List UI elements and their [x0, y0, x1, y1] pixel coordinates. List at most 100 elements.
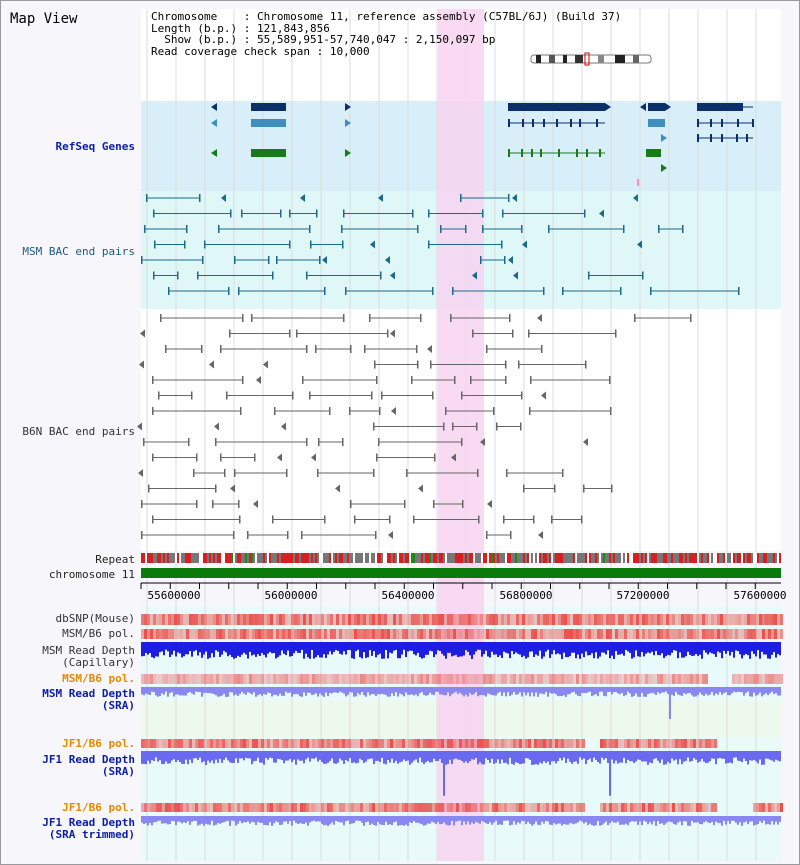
depth-bar: [659, 642, 661, 656]
bac-end-mark: [450, 314, 452, 322]
depth-bar: [725, 687, 727, 693]
heat-cell: [780, 803, 783, 812]
repeat-segment: [155, 553, 157, 563]
track-label-jf1-b6-pol-1[interactable]: JF1/B6 pol.: [62, 737, 135, 750]
depth-bar: [317, 687, 319, 697]
depth-bar: [717, 642, 719, 652]
repeat-segment: [311, 553, 313, 563]
repeat-segment: [669, 553, 671, 563]
depth-bar: [175, 751, 177, 763]
depth-bar: [337, 816, 339, 822]
heat-cell: [459, 629, 462, 639]
depth-bar: [579, 816, 581, 821]
heat-cell: [285, 614, 288, 625]
depth-bar: [309, 816, 311, 823]
depth-bar: [279, 751, 281, 760]
track-label-refseq[interactable]: RefSeq Genes: [55, 140, 135, 153]
track-label-jf1-depth-sra[interactable]: JF1 Read Depth: [42, 753, 135, 766]
depth-bar: [487, 816, 489, 825]
heat-cell: [657, 739, 660, 748]
track-label-b6n-bac[interactable]: B6N BAC end pairs: [22, 425, 135, 438]
depth-bar: [543, 816, 545, 824]
heat-cell: [411, 674, 414, 684]
depth-bar: [313, 751, 315, 759]
heat-cell: [645, 803, 648, 812]
heat-cell: [612, 674, 615, 684]
repeat-segment: [733, 553, 735, 563]
track-label-msm-depth-cap[interactable]: MSM Read Depth: [42, 644, 135, 657]
bac-end-mark: [276, 256, 278, 264]
heat-cell: [711, 614, 714, 625]
depth-bar: [609, 816, 611, 824]
bac-end-mark: [379, 407, 381, 415]
bac-end-mark: [272, 515, 274, 524]
heat-cell: [702, 674, 705, 684]
repeat-segment: [405, 553, 407, 563]
depth-bar: [721, 642, 723, 659]
heat-cell: [639, 614, 642, 625]
repeat-segment: [369, 553, 371, 563]
repeat-segment: [681, 553, 683, 563]
heat-cell: [465, 614, 468, 625]
heat-cell: [555, 674, 558, 684]
depth-bar: [397, 642, 399, 659]
depth-bar: [327, 642, 329, 655]
repeat-segment: [187, 553, 189, 563]
heat-cell: [177, 629, 180, 639]
track-label-jf1-b6-pol-2[interactable]: JF1/B6 pol.: [62, 801, 135, 814]
depth-bar: [529, 642, 531, 652]
bac-end-arrow: [300, 194, 305, 202]
bac-end-mark: [478, 515, 480, 524]
depth-bar: [499, 751, 501, 764]
bac-end-mark: [420, 314, 422, 322]
heat-cell: [711, 803, 714, 812]
depth-bar: [223, 751, 225, 760]
depth-bar: [509, 751, 511, 758]
repeat-segment: [373, 553, 375, 563]
depth-bar: [635, 687, 637, 694]
bac-end-mark: [584, 209, 586, 218]
track-label-repeat[interactable]: Repeat: [95, 553, 135, 566]
heat-cell: [726, 614, 729, 625]
repeat-segment: [597, 553, 599, 563]
track-label-jf1-depth-trim[interactable]: JF1 Read Depth: [42, 816, 135, 829]
depth-bar: [693, 687, 695, 697]
heat-cell: [216, 739, 219, 748]
depth-bar: [317, 751, 319, 762]
depth-bar: [585, 751, 587, 765]
heat-cell: [621, 614, 624, 625]
heat-cell: [261, 614, 264, 625]
track-label-msm-b6-pol-1[interactable]: MSM/B6 pol.: [62, 627, 135, 640]
bac-end-mark: [165, 345, 167, 353]
depth-bar: [599, 751, 601, 764]
repeat-segment: [351, 553, 353, 563]
depth-bar: [451, 687, 453, 695]
heat-cell: [531, 803, 534, 812]
depth-bar: [429, 816, 431, 824]
heat-cell: [504, 739, 507, 748]
track-label-msm-depth-sra[interactable]: MSM Read Depth: [42, 687, 135, 700]
gene-strand-arrow: [345, 149, 351, 157]
heat-cell: [228, 614, 231, 625]
track-label-msm-bac[interactable]: MSM BAC end pairs: [22, 245, 135, 258]
heat-cell: [330, 803, 333, 812]
depth-bar: [679, 816, 681, 822]
track-label-dbsnp[interactable]: dbSNP(Mouse): [55, 612, 135, 625]
depth-bar: [529, 687, 531, 697]
depth-bar: [197, 642, 199, 656]
depth-bar: [507, 816, 509, 821]
depth-bar: [421, 816, 423, 825]
heat-cell: [558, 614, 561, 625]
bac-end-mark: [493, 407, 495, 415]
depth-bar: [567, 642, 569, 658]
depth-bar: [457, 687, 459, 694]
depth-bar: [613, 642, 615, 659]
heat-cell: [390, 629, 393, 639]
depth-bar: [773, 687, 775, 694]
repeat-segment: [333, 553, 335, 563]
bac-end-mark: [309, 391, 311, 400]
track-label-msm-b6-pol-2[interactable]: MSM/B6 pol.: [62, 672, 135, 685]
depth-bar: [727, 642, 729, 651]
